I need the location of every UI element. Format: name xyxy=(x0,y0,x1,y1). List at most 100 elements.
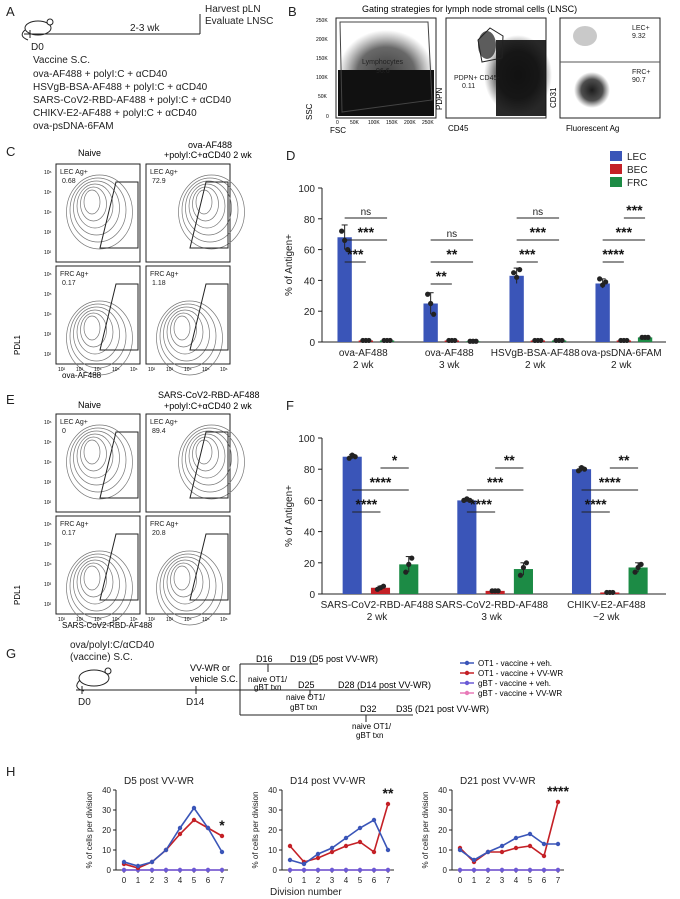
xtick: 10⁴ xyxy=(94,367,102,373)
series-point xyxy=(513,835,519,841)
contour xyxy=(69,427,127,493)
series-point xyxy=(329,845,335,851)
series-point xyxy=(457,847,463,853)
series-point xyxy=(343,835,349,841)
data-point xyxy=(428,300,434,307)
legend-swatch-bec xyxy=(610,164,622,174)
series-point xyxy=(177,867,183,873)
y-tick-label: 30 xyxy=(438,806,447,815)
ytick: 10² xyxy=(44,602,52,608)
contour xyxy=(188,433,226,479)
harvest-label: Harvest pLN xyxy=(205,4,261,15)
xtick: 10³ xyxy=(76,367,84,373)
x-tick-label: 1 xyxy=(136,876,141,885)
data-point xyxy=(406,561,412,567)
contour xyxy=(156,550,223,626)
y-tick-label: 20 xyxy=(304,559,316,570)
series-point xyxy=(329,849,335,855)
series-point xyxy=(371,817,377,823)
data-point xyxy=(632,569,638,575)
gate-name: LEC Ag+ xyxy=(150,419,178,426)
data-point xyxy=(352,454,358,460)
sig-text: ** xyxy=(436,268,447,284)
series-point xyxy=(135,863,141,869)
xtick: 10⁵ xyxy=(112,617,120,623)
legend-label: OT1 - vaccine + VV-WR xyxy=(478,669,563,678)
y-tick-label: 10 xyxy=(102,846,111,855)
vaccine-item: SARS-CoV2-RBD-AF488 + polyI:C + αCD40 xyxy=(33,95,232,106)
data-point xyxy=(345,247,351,253)
flow-plot: FRC Ag+ 1.18 10² 10³ 10⁴ 10⁵ 10⁶ xyxy=(145,265,231,376)
x-tick-label: 7 xyxy=(220,876,225,885)
contour xyxy=(76,433,114,479)
flow-plot: FRC Ag+ 0.17 10⁶ 10⁵ 10⁴ 10³ 10² 10² 10³ 10⁴ 10⁵ 10… xyxy=(44,515,141,626)
gate-value: 72.9 xyxy=(152,178,166,185)
xtick: 10² xyxy=(148,617,156,623)
chart-title: D5 post VV-WR xyxy=(124,776,194,787)
panel-label-b: B xyxy=(288,4,297,19)
contour xyxy=(178,424,245,500)
sars-label: SARS-CoV2-RBD-AF488 xyxy=(62,621,153,630)
gate-value: 1.18 xyxy=(152,280,166,287)
sig-text: *** xyxy=(616,224,633,240)
y-axis-label: % of cells per division xyxy=(251,792,260,869)
x-tick-label: 3 xyxy=(500,876,505,885)
sig-text: *** xyxy=(530,224,547,240)
xtick: 10⁵ xyxy=(202,617,210,623)
category-sublabel: 3 wk xyxy=(439,360,461,371)
x-tick-label: 6 xyxy=(542,876,547,885)
gate-value: 89.4 xyxy=(152,428,166,435)
ytick: 10⁶ xyxy=(44,170,52,176)
flow-frame xyxy=(145,163,231,263)
data-point xyxy=(409,555,415,561)
gate xyxy=(189,181,229,249)
contour xyxy=(83,315,101,341)
pdl1-label: PDL1 xyxy=(13,584,22,605)
y-tick-label: 100 xyxy=(298,184,315,195)
data-point xyxy=(514,274,520,280)
series-point xyxy=(315,867,321,873)
ytick: 10³ xyxy=(44,230,52,236)
gate xyxy=(99,283,139,351)
g-d32: D32 xyxy=(360,704,377,714)
ytick: 10⁶ xyxy=(44,272,52,278)
sig-text: *** xyxy=(519,246,536,262)
ytick: 50K xyxy=(318,94,328,100)
ytick: 150K xyxy=(316,56,328,62)
sig-text: ** xyxy=(504,452,515,468)
ytick: 10⁴ xyxy=(44,562,52,568)
sig-text: *** xyxy=(358,224,375,240)
sig-text: **** xyxy=(599,474,621,490)
ytick: 10⁴ xyxy=(44,312,52,318)
series-point xyxy=(121,867,127,873)
x-tick-label: 2 xyxy=(316,876,321,885)
data-point xyxy=(624,337,630,344)
contour xyxy=(188,183,226,229)
series-line xyxy=(289,803,389,863)
flow-plot: LEC Ag+ 89.4 xyxy=(145,413,245,513)
series-point xyxy=(555,841,561,847)
flow-frame xyxy=(55,265,141,365)
series-point xyxy=(385,867,391,873)
gate xyxy=(189,431,229,499)
y-axis-label: % of Antigen+ xyxy=(284,234,295,296)
flow-plot: LEC Ag+ 0.68 10⁶ 10⁵ 10⁴ 10³ 10² xyxy=(44,163,141,263)
sig-text: * xyxy=(392,452,398,468)
x-tick-label: 3 xyxy=(330,876,335,885)
mouse-icon xyxy=(76,667,112,692)
xtick: 10⁶ xyxy=(130,367,138,373)
series-point xyxy=(527,831,533,837)
contour xyxy=(73,556,120,612)
category-label: HSVgB-BSA-AF488 xyxy=(491,348,580,359)
legend-marker xyxy=(464,690,470,696)
gate-lec: LEC+ xyxy=(632,25,650,32)
ytick: 100K xyxy=(316,75,328,81)
ytick: 10⁵ xyxy=(44,542,52,548)
series-point xyxy=(513,845,519,851)
y-tick-label: 40 xyxy=(438,786,447,795)
series-point xyxy=(499,849,505,855)
xtick: 10⁶ xyxy=(220,367,228,373)
g-vaccine-2: (vaccine) S.C. xyxy=(70,652,133,663)
series-point xyxy=(191,867,197,873)
x-tick-label: 2 xyxy=(486,876,491,885)
